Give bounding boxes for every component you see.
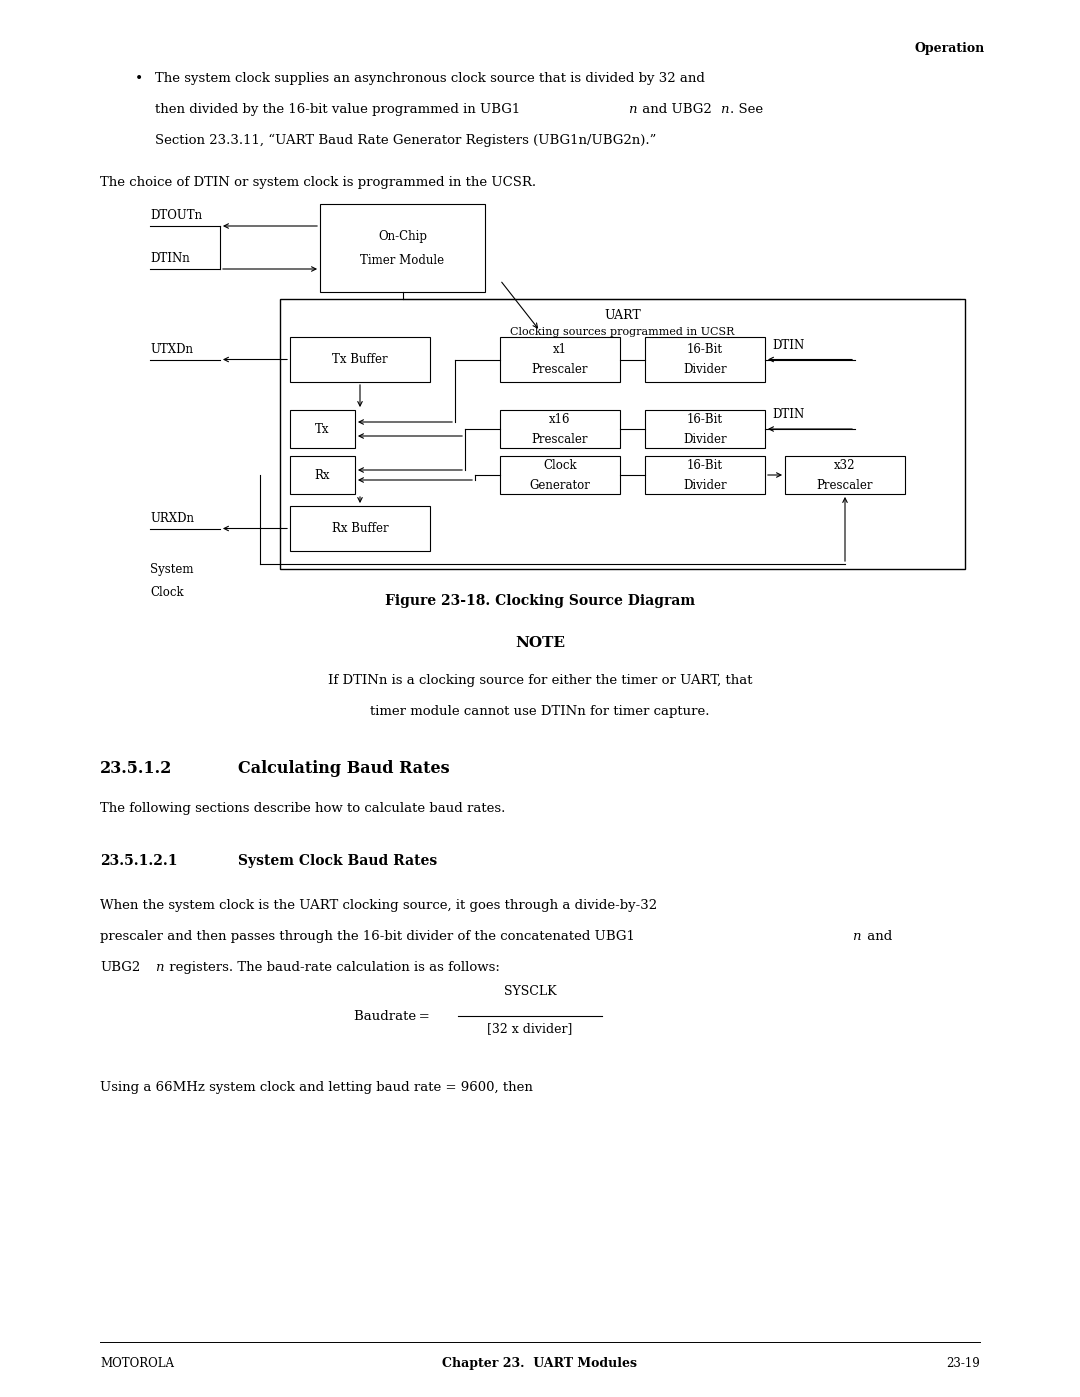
- Bar: [500, 455, 620, 495]
- Text: Divider: Divider: [684, 479, 727, 492]
- Text: x1: x1: [553, 344, 567, 356]
- Text: Prescaler: Prescaler: [531, 363, 589, 376]
- Text: UTXDn: UTXDn: [150, 342, 193, 355]
- Text: When the system clock is the UART clocking source, it goes through a divide-by-3: When the system clock is the UART clocki…: [100, 900, 657, 912]
- Text: DTOUTn: DTOUTn: [150, 210, 202, 222]
- Text: n: n: [156, 961, 163, 974]
- Text: and: and: [863, 930, 892, 943]
- Text: n: n: [720, 103, 729, 116]
- Text: UBG2: UBG2: [100, 961, 140, 974]
- Text: Rx Buffer: Rx Buffer: [332, 522, 389, 535]
- Bar: [291, 337, 430, 381]
- Text: 16-Bit: 16-Bit: [687, 458, 723, 472]
- Text: Divider: Divider: [684, 433, 727, 446]
- Text: Clock: Clock: [150, 585, 184, 599]
- Text: Tx Buffer: Tx Buffer: [333, 353, 388, 366]
- Text: Operation: Operation: [915, 42, 985, 54]
- Text: DTINn: DTINn: [150, 251, 190, 265]
- Text: x16: x16: [550, 412, 570, 426]
- Text: . See: . See: [730, 103, 764, 116]
- Text: Prescaler: Prescaler: [531, 433, 589, 446]
- Text: prescaler and then passes through the 16-bit divider of the concatenated UBG1: prescaler and then passes through the 16…: [100, 930, 635, 943]
- Text: Tx: Tx: [315, 422, 329, 436]
- Text: URXDn: URXDn: [150, 511, 194, 524]
- Text: DTIN: DTIN: [772, 408, 805, 420]
- Text: UART: UART: [604, 309, 640, 321]
- Text: then divided by the 16-bit value programmed in UBG1: then divided by the 16-bit value program…: [156, 103, 521, 116]
- Text: DTIN: DTIN: [772, 338, 805, 352]
- Text: Calculating Baud Rates: Calculating Baud Rates: [238, 760, 449, 777]
- Bar: [500, 337, 620, 381]
- Bar: [645, 337, 765, 381]
- Text: SYSCLK: SYSCLK: [503, 985, 556, 997]
- Text: x32: x32: [834, 458, 855, 472]
- Text: 16-Bit: 16-Bit: [687, 412, 723, 426]
- Text: Clock: Clock: [543, 458, 577, 472]
- Text: Prescaler: Prescaler: [816, 479, 874, 492]
- Bar: [291, 506, 430, 550]
- Text: 23-19: 23-19: [946, 1356, 980, 1370]
- Text: The following sections describe how to calculate baud rates.: The following sections describe how to c…: [100, 802, 505, 814]
- Bar: [645, 455, 765, 495]
- Bar: [320, 204, 485, 292]
- Text: Divider: Divider: [684, 363, 727, 376]
- Text: MOTOROLA: MOTOROLA: [100, 1356, 174, 1370]
- Text: On-Chip: On-Chip: [378, 229, 427, 243]
- Text: n: n: [852, 930, 861, 943]
- Text: n: n: [627, 103, 636, 116]
- Text: Using a 66MHz system clock and letting baud rate = 9600, then: Using a 66MHz system clock and letting b…: [100, 1081, 532, 1094]
- Text: timer module cannot use DTINn for timer capture.: timer module cannot use DTINn for timer …: [370, 705, 710, 718]
- Bar: [291, 455, 355, 495]
- Text: The system clock supplies an asynchronous clock source that is divided by 32 and: The system clock supplies an asynchronou…: [156, 73, 705, 85]
- Text: The choice of DTIN or system clock is programmed in the UCSR.: The choice of DTIN or system clock is pr…: [100, 176, 536, 189]
- Text: Rx: Rx: [314, 468, 330, 482]
- Text: [32 x divider]: [32 x divider]: [487, 1023, 572, 1035]
- Bar: [785, 455, 905, 495]
- Text: Clocking sources programmed in UCSR: Clocking sources programmed in UCSR: [510, 327, 734, 337]
- Text: NOTE: NOTE: [515, 636, 565, 650]
- Text: System: System: [150, 563, 193, 576]
- Text: 16-Bit: 16-Bit: [687, 344, 723, 356]
- Text: If DTINn is a clocking source for either the timer or UART, that: If DTINn is a clocking source for either…: [327, 673, 753, 687]
- Bar: [645, 409, 765, 448]
- Text: Section 23.3.11, “UART Baud Rate Generator Registers (UBG1n/UBG2n).”: Section 23.3.11, “UART Baud Rate Generat…: [156, 134, 657, 147]
- Text: 23.5.1.2.1: 23.5.1.2.1: [100, 854, 177, 868]
- Text: System Clock Baud Rates: System Clock Baud Rates: [238, 854, 437, 868]
- Text: Generator: Generator: [529, 479, 591, 492]
- Bar: [291, 409, 355, 448]
- Text: Chapter 23.  UART Modules: Chapter 23. UART Modules: [443, 1356, 637, 1370]
- Text: and UBG2: and UBG2: [638, 103, 712, 116]
- Text: •: •: [135, 73, 144, 87]
- Text: 23.5.1.2: 23.5.1.2: [100, 760, 173, 777]
- Text: Baudrate =: Baudrate =: [354, 1010, 430, 1023]
- Text: registers. The baud-rate calculation is as follows:: registers. The baud-rate calculation is …: [165, 961, 500, 974]
- Bar: [280, 299, 966, 569]
- Text: Timer Module: Timer Module: [361, 253, 445, 267]
- Text: Figure 23-18. Clocking Source Diagram: Figure 23-18. Clocking Source Diagram: [384, 594, 696, 608]
- Bar: [500, 409, 620, 448]
